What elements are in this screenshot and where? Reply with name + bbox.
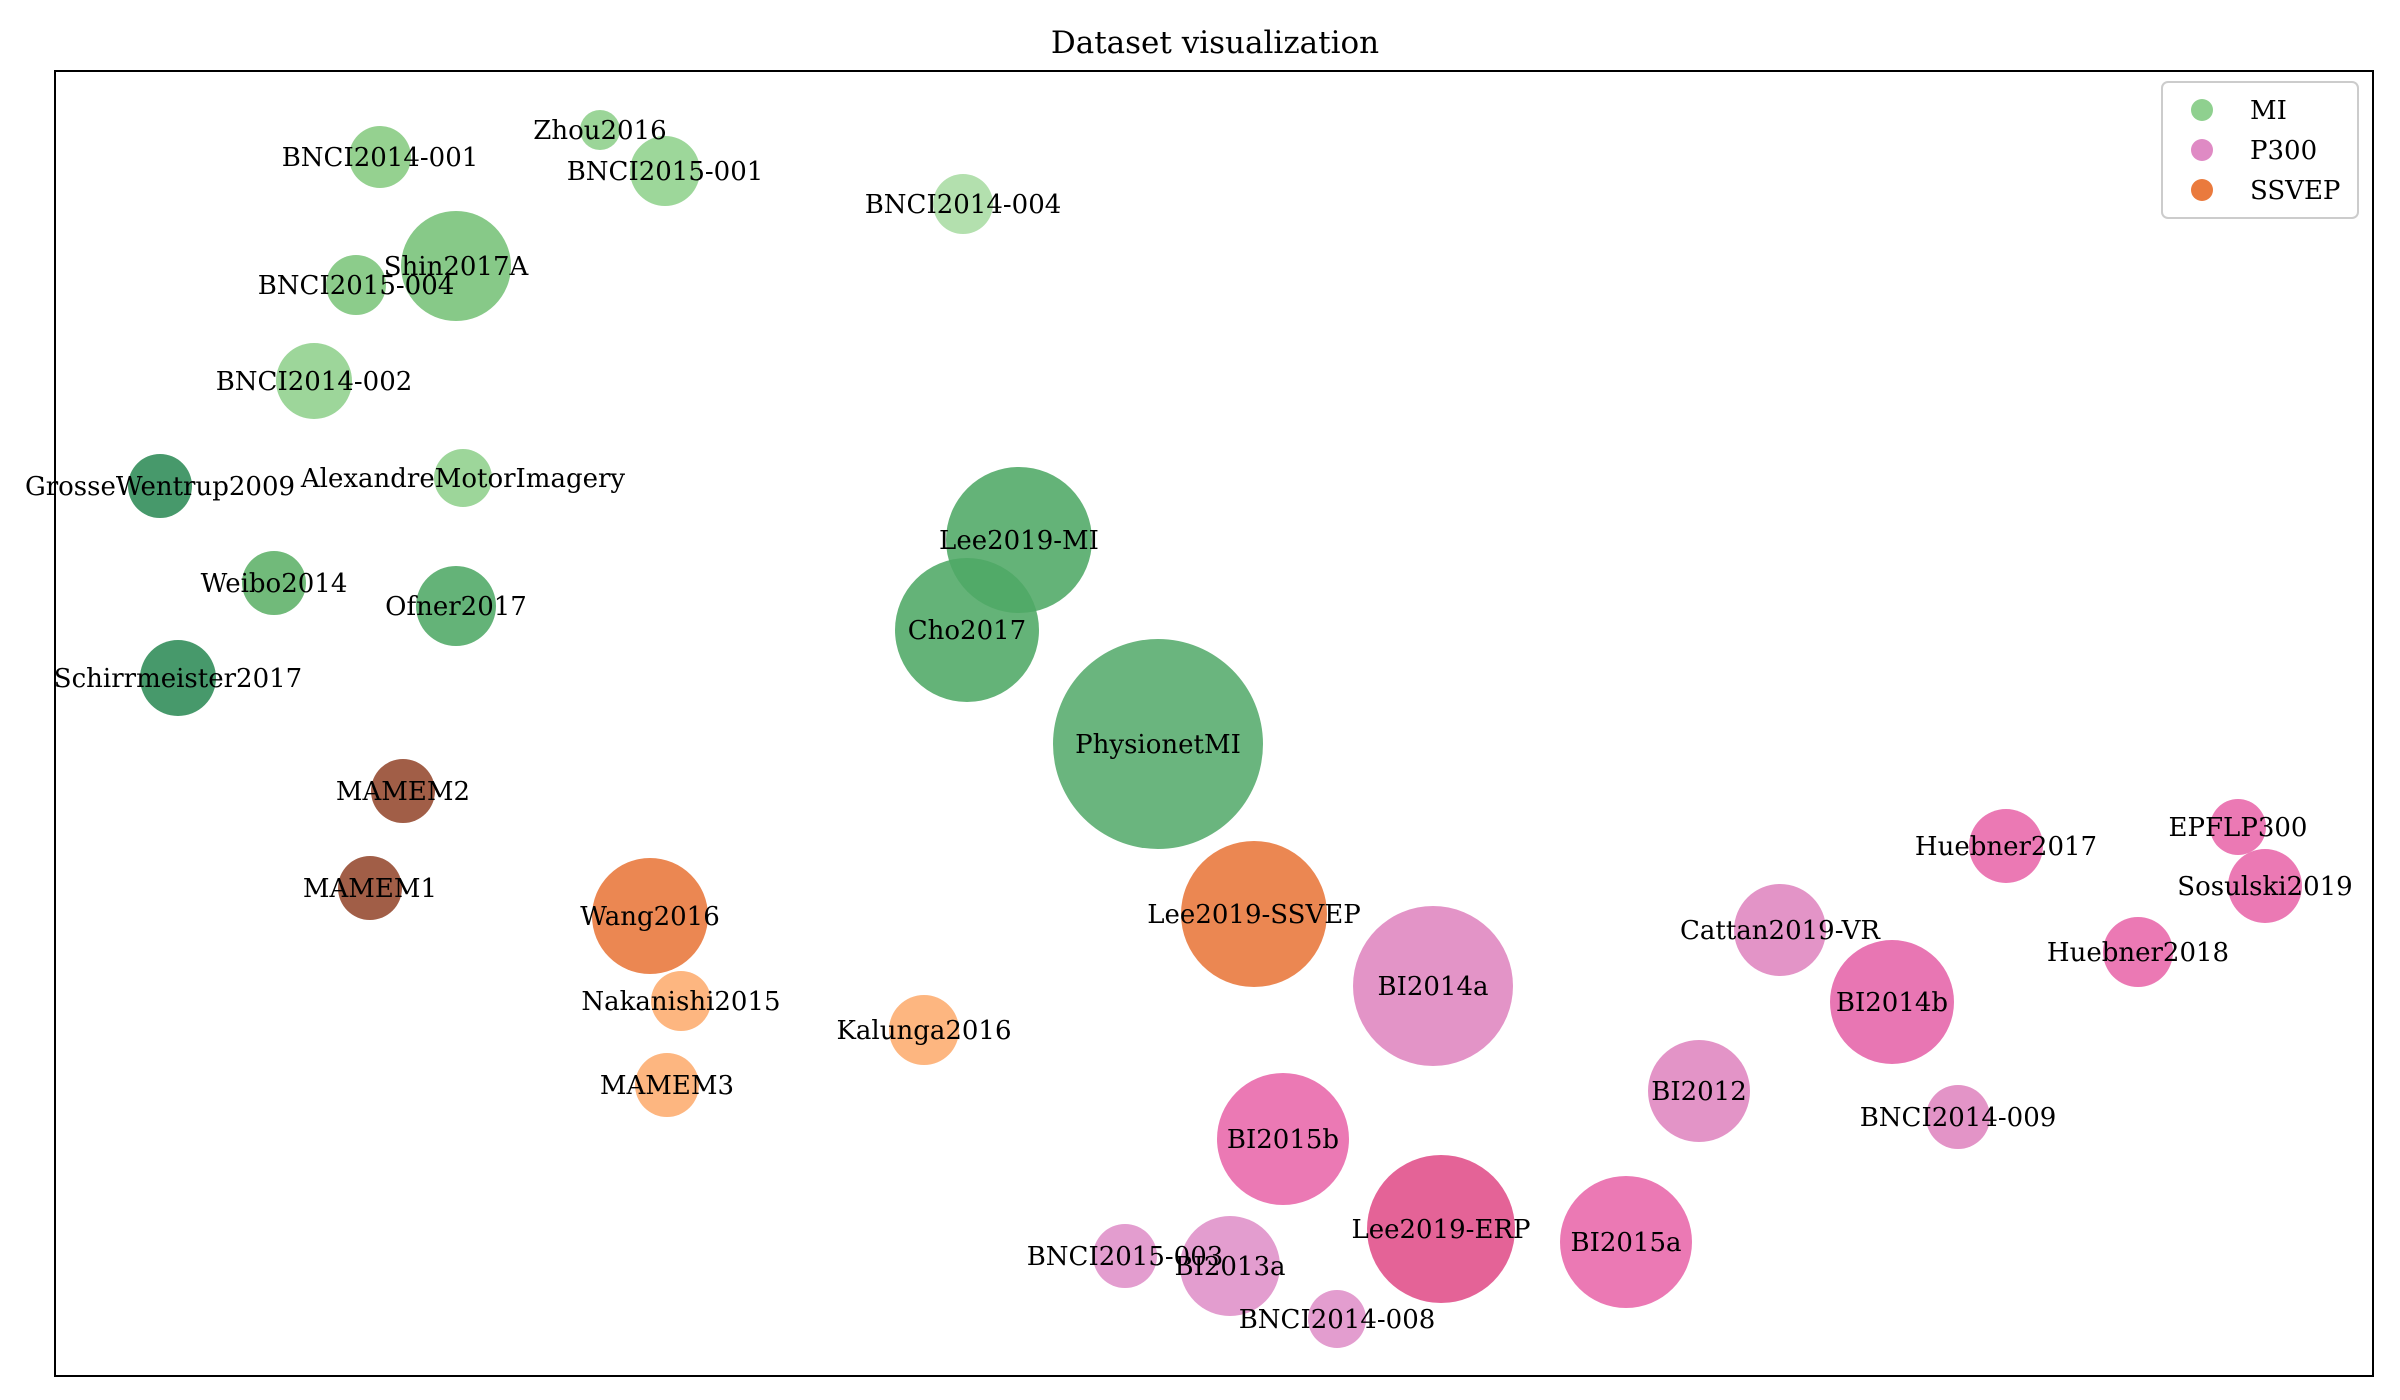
bubble-marker <box>338 856 402 920</box>
legend-label: MI <box>2250 96 2287 126</box>
bubble-label: Lee2019-MI <box>939 526 1099 556</box>
bubble-marker <box>140 640 216 716</box>
bubble-marker <box>434 449 492 507</box>
bubble-label: BNCI2014-008 <box>1239 1305 1436 1335</box>
bubble-label: Lee2019-ERP <box>1351 1215 1530 1245</box>
bubble-marker <box>1180 1216 1280 1316</box>
bubble-label: Lee2019-SSVEP <box>1147 900 1360 930</box>
bubble-marker <box>1367 1155 1515 1303</box>
bubble-marker <box>635 1053 699 1117</box>
bubble-label: Wang2016 <box>580 902 720 932</box>
legend-marker <box>2191 179 2213 201</box>
bubble-label: AlexandreMotorImagery <box>300 464 626 494</box>
bubble-marker <box>276 343 352 419</box>
bubble-label: BI2014a <box>1377 972 1488 1002</box>
bubble-label: Cho2017 <box>908 616 1026 646</box>
bubble-label: Schirrmeister2017 <box>54 664 302 694</box>
bubble-marker <box>1830 940 1954 1064</box>
bubble-label: BNCI2015-004 <box>258 271 455 301</box>
bubble-marker <box>128 454 192 518</box>
bubble-label: MAMEM2 <box>336 777 470 807</box>
bubble-marker <box>326 255 386 315</box>
bubble-label: EPFLP300 <box>2169 813 2308 843</box>
legend-label: P300 <box>2250 136 2317 166</box>
bubble-label: BI2014b <box>1836 988 1948 1018</box>
bubble-label: BNCI2015-001 <box>567 157 764 187</box>
bubble-marker <box>349 126 411 188</box>
bubble-label: GrosseWentrup2009 <box>25 472 295 502</box>
bubble-marker <box>1217 1073 1349 1205</box>
bubble-label: BNCI2015-003 <box>1027 1242 1224 1272</box>
bubble-marker <box>1353 906 1513 1066</box>
bubble-marker <box>371 759 435 823</box>
bubble-label: Huebner2018 <box>2047 938 2229 968</box>
bubble-marker <box>1093 1224 1157 1288</box>
legend-items: MI P300 SSVEP <box>2191 96 2340 206</box>
bubble-marker <box>651 971 711 1031</box>
legend-marker <box>2191 99 2213 121</box>
bubble-layer <box>128 110 2302 1348</box>
bubble-marker <box>416 566 496 646</box>
bubble-marker <box>1734 884 1826 976</box>
bubble-label: MAMEM3 <box>600 1071 734 1101</box>
bubble-label: BI2015a <box>1570 1228 1681 1258</box>
bubble-marker <box>2210 799 2266 855</box>
bubble-label: Kalunga2016 <box>836 1016 1011 1046</box>
bubble-marker <box>1648 1040 1750 1142</box>
bubble-label: BNCI2014-009 <box>1860 1103 2057 1133</box>
bubble-label: BI2012 <box>1651 1077 1747 1107</box>
bubble-marker <box>1181 841 1327 987</box>
bubble-marker <box>580 110 620 150</box>
bubble-label: BI2015b <box>1227 1125 1339 1155</box>
bubble-marker <box>2228 849 2302 923</box>
bubble-label: BNCI2014-004 <box>865 190 1062 220</box>
legend: MI P300 SSVEP <box>2161 81 2359 219</box>
bubble-marker <box>1053 639 1263 849</box>
legend-marker <box>2191 139 2213 161</box>
bubble-label: Huebner2017 <box>1915 832 2097 862</box>
bubble-label: Sosulski2019 <box>2177 872 2352 902</box>
bubble-marker <box>2103 917 2173 987</box>
bubble-label: Cattan2019-VR <box>1680 916 1881 946</box>
bubble-label: Zhou2016 <box>533 116 666 146</box>
bubble-label: BNCI2014-001 <box>282 143 479 173</box>
plot-frame <box>54 70 2374 1377</box>
bubble-marker <box>1560 1176 1692 1308</box>
bubble-marker <box>592 858 708 974</box>
chart-title: Dataset visualization <box>1051 25 1379 61</box>
bubble-marker <box>401 211 511 321</box>
bubble-label: PhysionetMI <box>1075 730 1241 760</box>
bubble-marker <box>242 551 306 615</box>
bubble-label: Shin2017A <box>384 252 530 282</box>
label-layer: Zhou2016 BNCI2014-001 BNCI2015-001 BNCI2014… <box>25 116 2353 1335</box>
bubble-label: Ofner2017 <box>385 592 527 622</box>
bubble-marker <box>1969 809 2043 883</box>
bubble-label: MAMEM1 <box>303 874 437 904</box>
bubble-label: BNCI2014-002 <box>216 367 413 397</box>
bubble-marker <box>630 136 700 206</box>
bubble-marker <box>1308 1290 1366 1348</box>
bubble-label: Nakanishi2015 <box>581 987 780 1017</box>
bubble-label: Weibo2014 <box>201 569 348 599</box>
bubble-marker <box>889 995 959 1065</box>
bubble-marker <box>1926 1085 1990 1149</box>
bubble-marker <box>933 174 993 234</box>
bubble-marker <box>895 558 1039 702</box>
legend-label: SSVEP <box>2250 176 2340 206</box>
bubble-label: BI2013a <box>1174 1252 1285 1282</box>
